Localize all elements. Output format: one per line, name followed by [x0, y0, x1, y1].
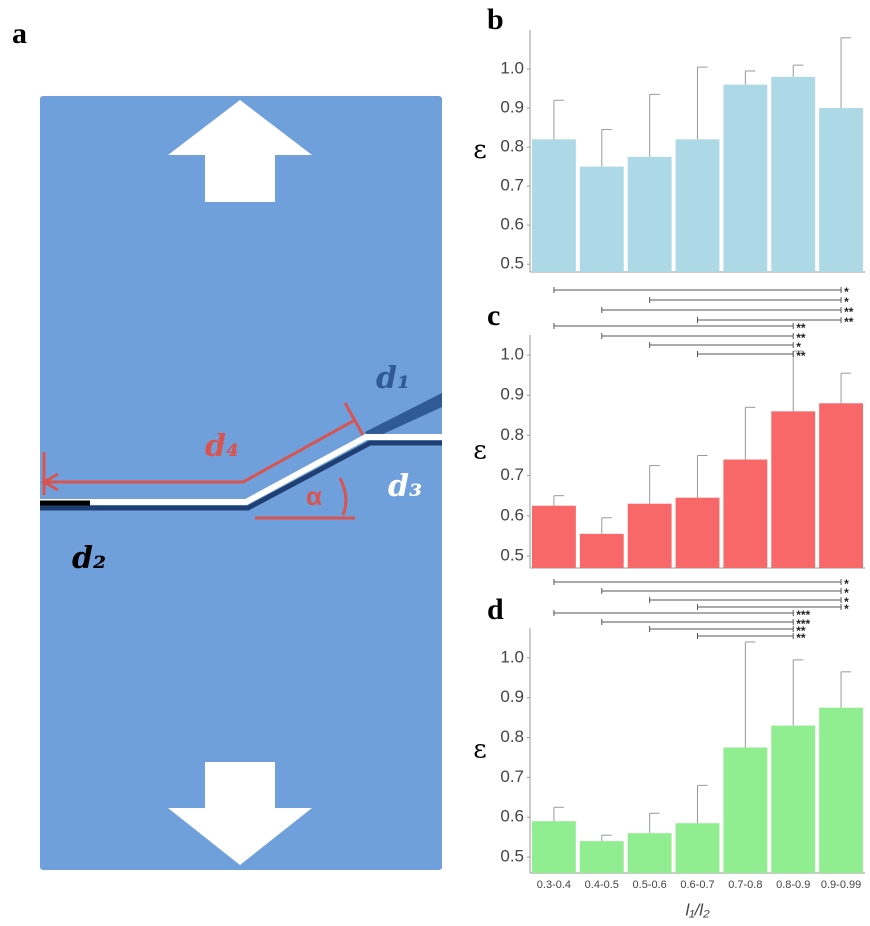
significance-stars: **	[844, 315, 854, 329]
bar	[580, 534, 624, 568]
panel-letter: c	[487, 299, 500, 332]
y-tick-label: 0.6	[500, 505, 524, 524]
panel-letter: d	[487, 593, 504, 626]
y-tick-label: 0.7	[500, 767, 524, 786]
figure: a d₁ d₂ d₃ d₄ α bε0.50.60.70.80.91.0cε0.…	[0, 0, 870, 926]
bar	[532, 506, 576, 568]
bar	[819, 108, 863, 272]
label-d1: d₁	[376, 361, 410, 396]
diagram: a d₁ d₂ d₃ d₄ α	[12, 17, 442, 870]
significance-stars: **	[796, 631, 806, 645]
y-tick-label: 0.5	[500, 545, 524, 564]
x-tick-label: 0.7-0.8	[728, 879, 762, 891]
y-tick-label: 0.9	[500, 687, 524, 706]
bar	[532, 821, 576, 873]
x-tick-label: 0.9-0.99	[821, 879, 861, 891]
panel-letter: b	[487, 3, 504, 36]
y-tick-label: 0.8	[500, 727, 524, 746]
bar	[723, 460, 767, 568]
label-d2: d₂	[72, 541, 106, 576]
bar	[771, 411, 815, 568]
significance-stars: **	[796, 349, 806, 363]
bar	[628, 157, 672, 272]
bar	[723, 85, 767, 272]
x-tick-label: 0.4-0.5	[585, 879, 619, 891]
y-tick-label: 0.7	[500, 465, 524, 484]
bar	[628, 504, 672, 568]
y-tick-label: 0.9	[500, 385, 524, 404]
label-alpha: α	[306, 481, 322, 511]
y-tick-label: 0.8	[500, 137, 524, 156]
bar	[771, 77, 815, 272]
y-axis-label: ε	[473, 135, 486, 165]
bar	[580, 167, 624, 272]
bar	[819, 708, 863, 873]
significance-stars: *	[844, 602, 849, 616]
y-axis-label: ε	[473, 735, 486, 765]
bar	[676, 498, 720, 568]
y-axis-label: ε	[473, 436, 486, 466]
bar	[580, 841, 624, 873]
bar	[723, 748, 767, 873]
x-tick-label: 0.6-0.7	[680, 879, 714, 891]
x-tick-label: 0.8-0.9	[776, 879, 810, 891]
panel-letter: a	[12, 17, 27, 50]
bar	[771, 726, 815, 873]
y-tick-label: 0.6	[500, 215, 524, 234]
y-tick-label: 0.5	[500, 847, 524, 866]
label-d3: d₃	[388, 469, 422, 504]
x-axis-label: l₁/l₂	[685, 900, 710, 919]
y-tick-label: 0.7	[500, 176, 524, 195]
y-tick-label: 0.9	[500, 98, 524, 117]
bar	[628, 833, 672, 873]
y-tick-label: 0.8	[500, 425, 524, 444]
bar	[676, 139, 720, 272]
bar	[819, 403, 863, 568]
x-tick-label: 0.3-0.4	[537, 879, 571, 891]
x-tick-label: 0.5-0.6	[633, 879, 667, 891]
y-tick-label: 0.6	[500, 807, 524, 826]
y-tick-label: 1.0	[500, 345, 524, 364]
y-tick-label: 1.0	[500, 647, 524, 666]
bar	[676, 823, 720, 873]
label-d4: d₄	[205, 429, 239, 464]
bar	[532, 139, 576, 272]
y-tick-label: 0.5	[500, 254, 524, 273]
y-tick-label: 1.0	[500, 59, 524, 78]
